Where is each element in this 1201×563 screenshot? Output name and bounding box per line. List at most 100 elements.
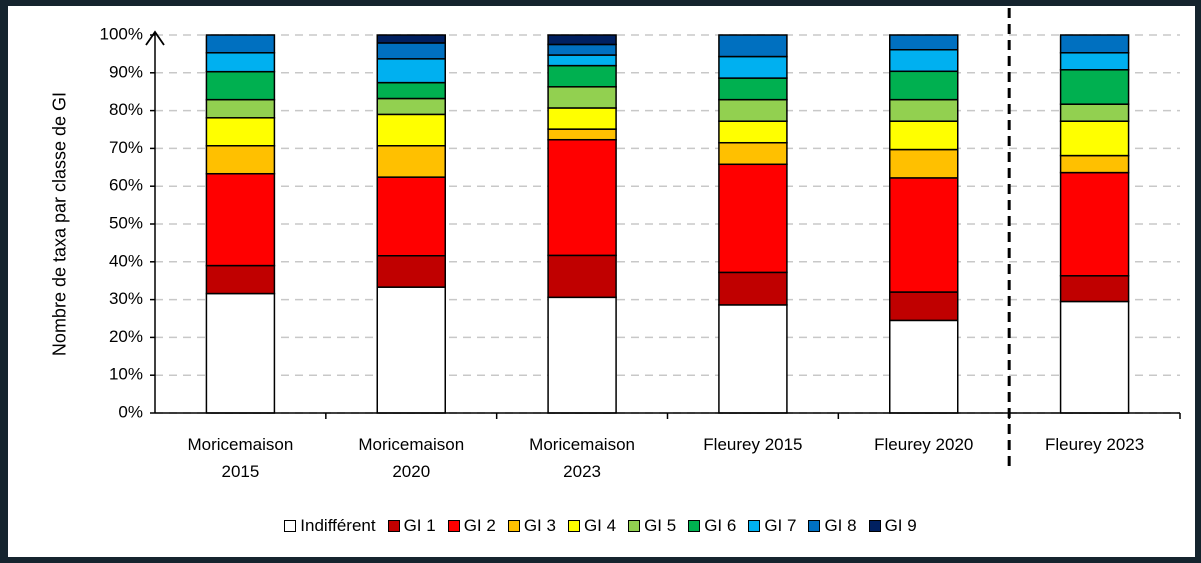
legend-item: GI 9 <box>868 516 917 536</box>
y-tick-label: 20% <box>109 327 143 346</box>
bar-segment <box>547 296 617 414</box>
bar-segment <box>1059 69 1130 105</box>
bar-segment <box>205 117 276 147</box>
x-tick-label: Moricemaison 2020 <box>358 435 465 481</box>
bar-segment <box>718 163 788 274</box>
legend-swatch <box>748 520 761 532</box>
legend-item: GI 4 <box>567 516 617 536</box>
bar-segment <box>547 128 617 141</box>
legend-label: Indifférent <box>300 516 376 535</box>
bar-segment <box>376 176 446 257</box>
bar-segment <box>547 138 617 257</box>
bar-segment <box>376 42 446 60</box>
bar-segment <box>1059 34 1130 54</box>
legend-swatch <box>284 520 297 532</box>
legend-item: GI 1 <box>387 516 436 536</box>
bar-segment <box>205 292 276 414</box>
legend-swatch <box>868 520 881 532</box>
bar-segment <box>547 107 617 130</box>
bar-segment <box>1059 275 1130 303</box>
bar-segment <box>889 98 959 122</box>
legend-swatch <box>387 520 400 532</box>
x-tick-label: Fleurey 2023 <box>1044 435 1145 454</box>
bar-segment <box>376 145 446 178</box>
x-tick-label: Fleurey 2015 <box>703 435 803 454</box>
legend-item: GI 8 <box>808 516 857 536</box>
legend-swatch <box>628 520 641 532</box>
legend: Indifférent GI 1 GI 2 GI 3 GI 4 GI 5 GI 6 GI 7 G… <box>0 516 1201 536</box>
bar-segment <box>1059 120 1130 157</box>
bar-segment <box>889 70 959 101</box>
bar-segment <box>889 34 959 51</box>
bar-segment <box>205 145 276 175</box>
bar-segment <box>718 55 788 79</box>
legend-label: GI 1 <box>403 516 436 535</box>
bar-segment <box>376 113 446 147</box>
bar-segment <box>376 255 446 288</box>
y-tick-label: 80% <box>109 100 143 119</box>
bar-segment <box>718 77 788 101</box>
legend-label: GI 5 <box>644 516 677 535</box>
bar-segment <box>889 177 959 293</box>
y-tick-label: 50% <box>109 213 143 232</box>
bar-segment <box>376 97 446 116</box>
bar-segment <box>718 34 788 58</box>
legend-item: Indifférent <box>284 516 376 536</box>
bar-segment <box>1059 300 1130 414</box>
x-tick-label: Moricemaison 2015 <box>187 435 294 481</box>
bar-segment <box>547 86 617 109</box>
y-tick-label: 100% <box>100 24 143 43</box>
x-tick-label: Moricemaison 2023 <box>529 435 635 481</box>
y-tick-label: 0% <box>118 402 143 421</box>
legend-item: GI 7 <box>748 516 796 536</box>
bar-segment <box>376 81 446 100</box>
bar-segment <box>1059 154 1130 174</box>
bar-segment <box>376 34 446 44</box>
y-axis-label: Nombre de taxa par classe de GI <box>49 91 70 357</box>
legend-label: GI 4 <box>583 516 617 535</box>
bar-segment <box>1059 103 1130 122</box>
legend-swatch <box>808 520 821 532</box>
bar-segment <box>547 43 617 56</box>
bar-segment <box>205 264 276 295</box>
bar-segment <box>547 34 617 46</box>
bar-segment <box>718 98 788 122</box>
bar-segment <box>205 172 276 267</box>
legend-item: GI 5 <box>628 516 676 536</box>
legend-label: GI 7 <box>764 516 797 535</box>
legend-label: GI 6 <box>704 516 737 535</box>
bar-segment <box>376 58 446 84</box>
bar-segment <box>889 48 959 73</box>
bar-segment <box>718 304 788 414</box>
legend-swatch <box>507 520 520 532</box>
legend-label: GI 2 <box>463 516 496 535</box>
bar-segment <box>718 141 788 166</box>
bar-segment <box>889 120 959 151</box>
legend-swatch <box>447 520 460 532</box>
y-tick-label: 60% <box>109 176 143 195</box>
legend-label: GI 3 <box>523 516 556 535</box>
y-axis-arrow <box>145 30 165 46</box>
bar-segment <box>889 291 959 322</box>
bar-segment <box>205 70 276 101</box>
bar-segment <box>547 54 617 67</box>
y-tick-label: 30% <box>109 289 143 308</box>
x-tick-label: Fleurey 2020 <box>874 435 974 454</box>
bar-segment <box>1059 52 1130 71</box>
bar-segment <box>205 34 276 54</box>
y-tick-label: 70% <box>109 138 143 157</box>
legend-item: GI 6 <box>688 516 736 536</box>
bar-segment <box>547 64 617 88</box>
y-tick-label: 10% <box>109 365 143 384</box>
bar-segment <box>547 254 617 299</box>
bar-segment <box>205 52 276 73</box>
legend-label: GI 9 <box>884 516 917 535</box>
legend-swatch <box>688 520 701 532</box>
legend-item: GI 3 <box>507 516 556 536</box>
bar-segment <box>376 286 446 414</box>
bar-segment <box>889 148 959 179</box>
legend-swatch <box>567 520 580 532</box>
